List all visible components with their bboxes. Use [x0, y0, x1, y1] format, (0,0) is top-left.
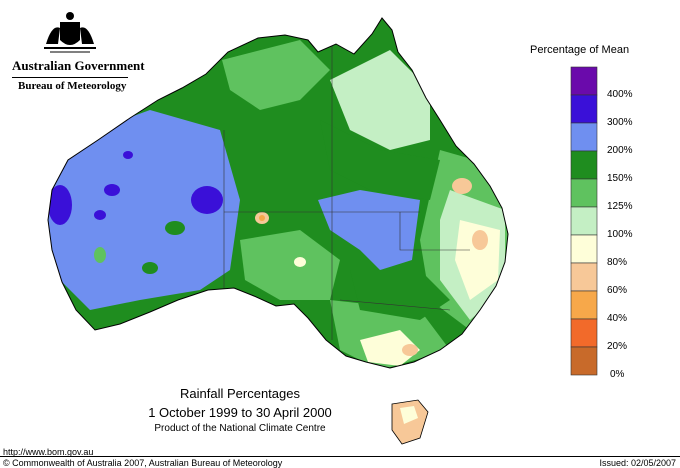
legend-swatch: [570, 318, 598, 348]
legend-swatch: [570, 66, 598, 96]
legend-swatch: [570, 94, 598, 124]
copyright-text: © Commonwealth of Australia 2007, Austra…: [3, 458, 283, 468]
legend-swatches: [570, 66, 598, 376]
bom-url-link[interactable]: http://www.bom.gov.au: [3, 447, 94, 457]
legend-swatch: [570, 346, 598, 376]
legend-label: 0%: [610, 369, 625, 380]
coat-of-arms-icon: [44, 12, 96, 53]
issued-date: Issued: 02/05/2007: [599, 458, 676, 468]
legend-label: 400%: [607, 89, 633, 100]
legend-label: 40%: [607, 313, 628, 324]
legend-label: 100%: [607, 229, 633, 240]
rainfall-zones: [48, 18, 508, 368]
bureau-title: Bureau of Meteorology: [18, 80, 127, 92]
legend-label: 80%: [607, 257, 628, 268]
legend-swatch: [570, 290, 598, 320]
legend-swatch: [570, 262, 598, 292]
map-title: Rainfall Percentages: [180, 386, 300, 401]
government-title: Australian Government: [12, 58, 145, 73]
legend-label: 200%: [607, 145, 633, 156]
legend-swatch: [570, 234, 598, 264]
header-divider: [12, 77, 128, 78]
legend-label: 20%: [607, 341, 628, 352]
legend-label: 60%: [607, 285, 628, 296]
map-period: 1 October 1999 to 30 April 2000: [148, 405, 332, 420]
legend-swatch: [570, 206, 598, 236]
map-credit: Product of the National Climate Centre: [154, 423, 326, 434]
legend-swatch: [570, 178, 598, 208]
footer-divider: [0, 456, 680, 457]
legend-label: 300%: [607, 117, 633, 128]
legend-label: 150%: [607, 173, 633, 184]
legend-swatch: [570, 122, 598, 152]
legend-swatch: [570, 150, 598, 180]
legend-label: 125%: [607, 201, 633, 212]
legend-title: Percentage of Mean: [530, 44, 630, 56]
